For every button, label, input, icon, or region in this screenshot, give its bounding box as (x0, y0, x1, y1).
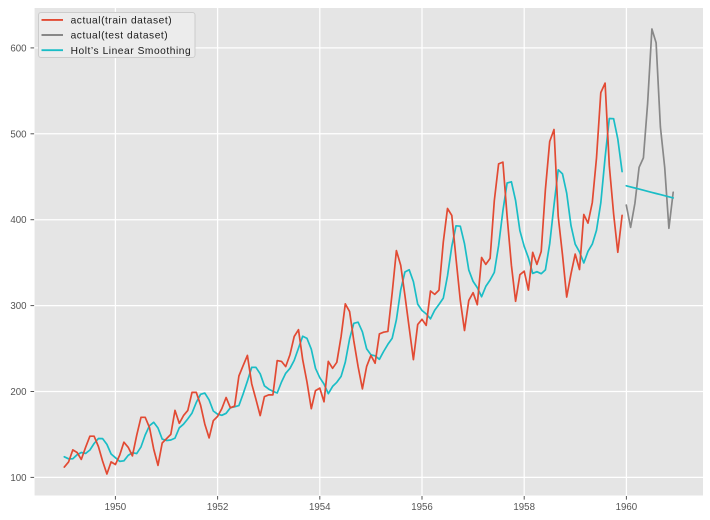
svg-text:actual(train dataset): actual(train dataset) (71, 16, 173, 27)
svg-text:300: 300 (10, 301, 27, 312)
svg-text:1958: 1958 (513, 502, 535, 513)
svg-text:1956: 1956 (411, 502, 433, 513)
svg-text:100: 100 (10, 473, 27, 484)
svg-text:1954: 1954 (309, 502, 331, 513)
svg-text:200: 200 (10, 387, 27, 398)
svg-text:actual(test dataset): actual(test dataset) (71, 31, 169, 42)
svg-text:1960: 1960 (616, 502, 638, 513)
svg-text:Holt’s Linear Smoothing: Holt’s Linear Smoothing (71, 46, 192, 57)
svg-text:1950: 1950 (105, 502, 127, 513)
svg-text:500: 500 (10, 129, 27, 140)
svg-text:400: 400 (10, 215, 27, 226)
svg-text:1952: 1952 (207, 502, 229, 513)
svg-text:600: 600 (10, 43, 27, 54)
